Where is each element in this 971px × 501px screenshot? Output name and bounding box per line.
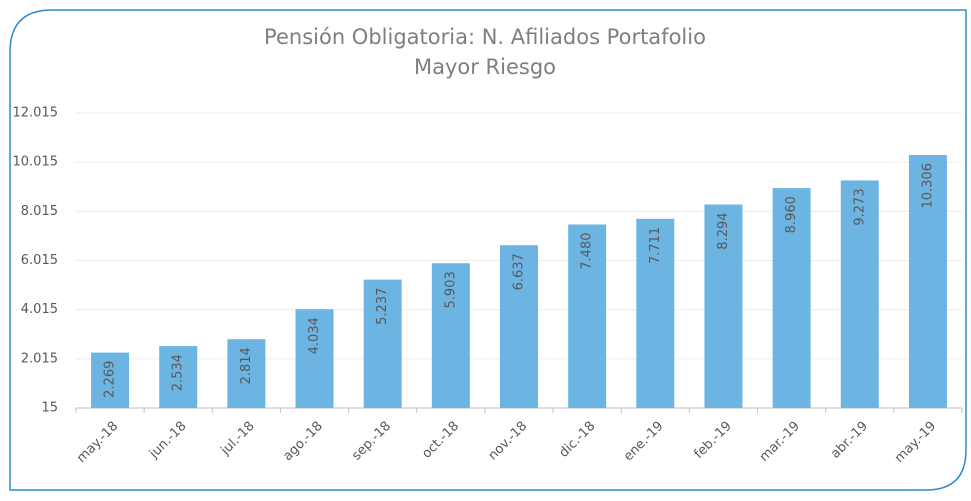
x-tick-label: ago.-18 [280,419,325,464]
bar [568,224,607,408]
x-tick-label: jun.-18 [146,419,189,462]
x-tick-label: nov.-18 [486,419,531,464]
y-tick-label: 4.015 [21,302,58,317]
x-tick-label: dic.-18 [556,419,598,461]
data-label: 5.903 [443,271,458,308]
data-label: 10.306 [920,163,935,209]
chart-border [9,9,967,491]
bar [227,339,266,408]
bar [363,279,402,408]
bar [500,245,538,408]
y-tick-label: 10.015 [13,155,59,170]
y-tick-label: 15 [41,401,58,416]
data-label: 2.534 [171,354,186,391]
data-label: 2.814 [239,347,254,384]
bar [431,263,470,408]
chart-title: Mayor Riesgo [414,55,556,79]
data-label: 4.034 [307,317,322,354]
bar [295,309,334,408]
data-label: 5.237 [375,288,390,325]
chart-title: Pensión Obligatoria: N. Afiliados Portaf… [264,25,706,49]
bar [772,188,811,408]
bar [840,180,879,408]
y-tick-label: 8.015 [21,204,58,219]
data-label: 6.637 [512,253,527,290]
data-label: 9.273 [852,188,867,225]
y-tick-label: 2.015 [21,351,58,366]
data-label: 8.294 [716,212,731,249]
x-tick-label: mar.-19 [757,419,803,465]
x-tick-label: ene.-19 [621,419,667,465]
x-tick-label: may.-19 [892,419,939,466]
x-tick-label: jul.-18 [218,419,258,459]
bar [908,155,947,408]
x-tick-label: abr.-19 [828,419,871,462]
data-label: 2.269 [103,361,118,398]
x-tick-label: sep.-18 [349,419,394,464]
bar [704,204,743,408]
y-tick-label: 6.015 [21,253,58,268]
x-tick-label: oct.-18 [419,419,462,462]
bar [91,352,130,408]
bar [636,218,675,408]
data-label: 7.480 [580,232,595,269]
data-label: 8.960 [784,196,799,233]
x-tick-label: feb.-19 [691,419,734,462]
y-tick-label: 12.015 [13,106,59,121]
data-label: 7.711 [648,227,663,264]
x-tick-label: may.-18 [74,419,121,466]
bar [159,346,198,408]
